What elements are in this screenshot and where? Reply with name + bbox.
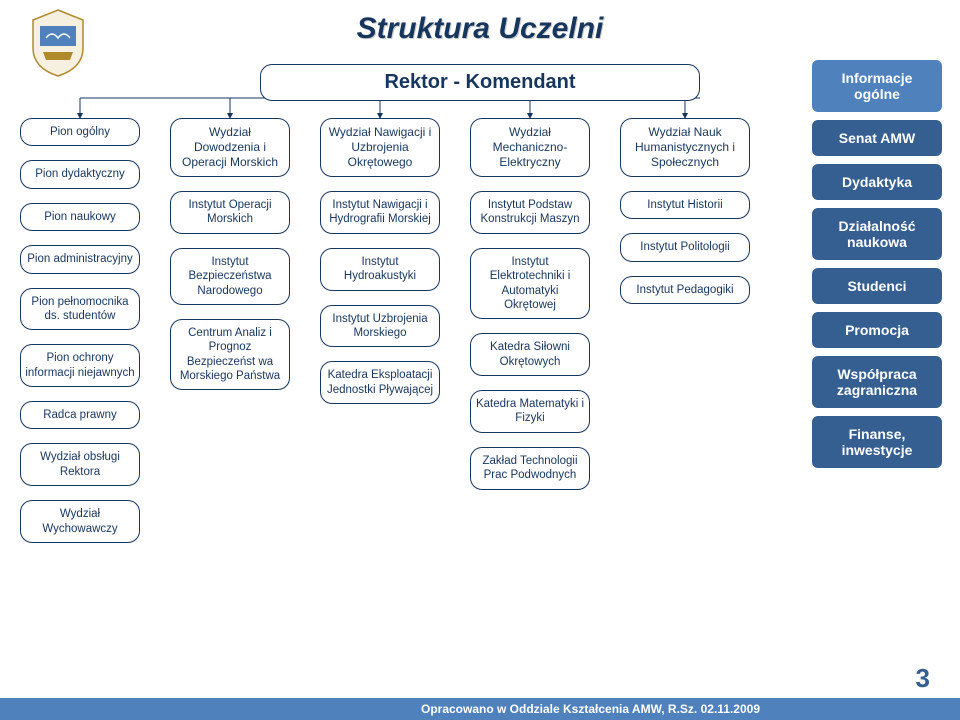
sidebar-item[interactable]: Finanse, inwestycje [812,416,942,468]
column-head: Wydział Mechaniczno-Elektryczny [470,118,590,177]
sidebar-item[interactable]: Dydaktyka [812,164,942,200]
column-head: Wydział Nawigacji i Uzbrojenia Okrętoweg… [320,118,440,177]
org-node: Pion dydaktyczny [20,160,140,188]
sidebar-item[interactable]: Promocja [812,312,942,348]
column-head: Wydział Nauk Humanistycznych i Społeczny… [620,118,750,177]
org-node: Pion ochrony informacji niejawnych [20,344,140,387]
footer-text: Opracowano w Oddziale Kształcenia AMW, R… [0,698,960,720]
sidebar-item[interactable]: Studenci [812,268,942,304]
org-node: Katedra Siłowni Okrętowych [470,333,590,376]
org-node: Centrum Analiz i Prognoz Bezpieczeńst wa… [170,319,290,391]
org-node: Instytut Podstaw Konstrukcji Maszyn [470,191,590,234]
org-node: Instytut Uzbrojenia Morskiego [320,305,440,348]
column-head: Wydział Dowodzenia i Operacji Morskich [170,118,290,177]
org-node: Instytut Nawigacji i Hydrografii Morskie… [320,191,440,234]
column-mechaniczno: Wydział Mechaniczno-Elektryczny Instytut … [470,118,590,490]
org-node: Instytut Historii [620,191,750,219]
org-node: Instytut Pedagogiki [620,276,750,304]
org-node: Instytut Operacji Morskich [170,191,290,234]
org-node: Radca prawny [20,401,140,429]
org-node: Pion ogólny [20,118,140,146]
org-node: Instytut Elektrotechniki i Automatyki Ok… [470,248,590,320]
org-node: Katedra Matematyki i Fizyki [470,390,590,433]
page-title: Struktura Uczelni [0,12,960,46]
page-number: 3 [916,663,930,694]
sidebar-item[interactable]: Działalność naukowa [812,208,942,260]
rector-box: Rektor - Komendant [260,64,700,101]
org-node: Wydział Wychowawczy [20,500,140,543]
org-node: Pion naukowy [20,203,140,231]
column-dowodzenia: Wydział Dowodzenia i Operacji Morskich In… [170,118,290,390]
org-node: Pion administracyjny [20,245,140,273]
org-node: Instytut Hydroakustyki [320,248,440,291]
org-node: Katedra Eksploatacji Jednostki Pływające… [320,361,440,404]
column-pion: Pion ogólny Pion dydaktyczny Pion naukowy P… [20,118,140,543]
sidebar-item[interactable]: Współpraca zagraniczna [812,356,942,408]
org-node: Wydział obsługi Rektora [20,443,140,486]
sidebar-item[interactable]: Senat AMW [812,120,942,156]
sidebar-item[interactable]: Informacje ogólne [812,60,942,112]
column-nawigacji: Wydział Nawigacji i Uzbrojenia Okrętoweg… [320,118,440,404]
org-node: Zakład Technologii Prac Podwodnych [470,447,590,490]
org-chart: Pion ogólny Pion dydaktyczny Pion naukowy P… [20,118,790,673]
sidebar-nav: Informacje ogólne Senat AMW Dydaktyka Dział… [812,60,942,468]
org-node: Pion pełnomocnika ds. studentów [20,288,140,331]
org-node: Instytut Politologii [620,233,750,261]
org-node: Instytut Bezpieczeństwa Narodowego [170,248,290,305]
column-humanistycznych: Wydział Nauk Humanistycznych i Społeczny… [620,118,750,304]
